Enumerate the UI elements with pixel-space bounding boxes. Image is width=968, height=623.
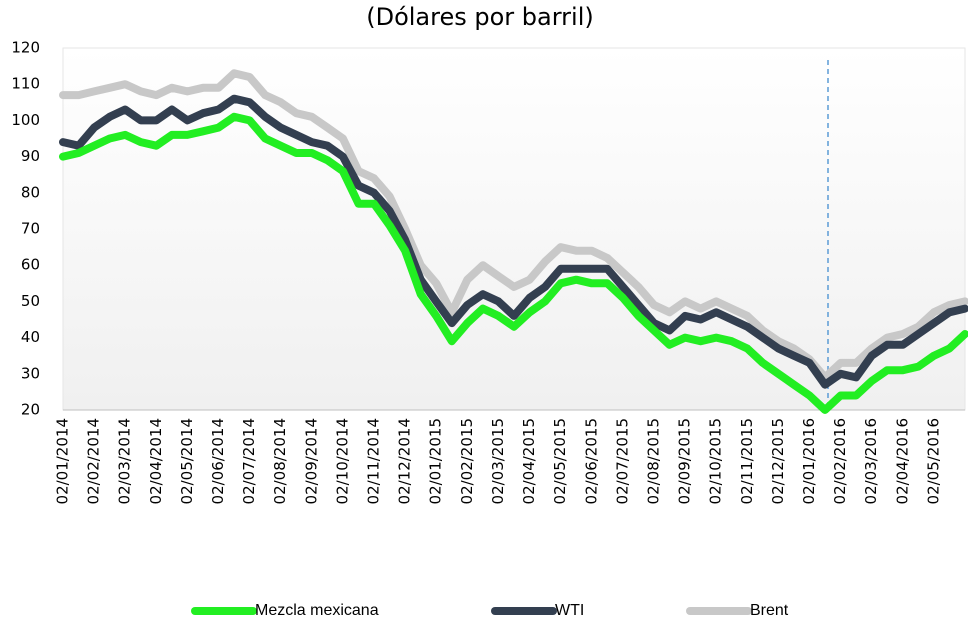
series-line (59, 112, 968, 414)
series-line (59, 94, 968, 389)
y-tick-label: 80 (21, 183, 40, 201)
y-tick-label: 20 (21, 401, 40, 419)
x-tick-label: 02/03/2015 (489, 418, 507, 504)
x-tick-label: 02/07/2014 (240, 418, 258, 504)
x-tick-label: 02/06/2015 (582, 418, 600, 504)
y-tick-label: 110 (11, 75, 40, 93)
chart-title: (Dólares por barril) (366, 3, 594, 31)
x-tick-label: 02/05/2014 (178, 418, 196, 504)
x-tick-label: 02/02/2014 (85, 418, 103, 504)
x-tick-label: 02/06/2014 (209, 418, 227, 504)
x-tick-label: 02/01/2016 (800, 418, 818, 504)
y-tick-label: 70 (21, 220, 40, 238)
y-tick-label: 90 (21, 147, 40, 165)
x-tick-label: 02/01/2015 (427, 418, 445, 504)
x-tick-label: 02/08/2014 (271, 418, 289, 504)
x-tick-label: 02/03/2014 (116, 418, 134, 504)
plot-area (62, 47, 966, 411)
legend-label: WTI (555, 602, 584, 619)
y-tick-label: 50 (21, 292, 40, 310)
x-tick-label: 02/07/2015 (613, 418, 631, 504)
x-tick-label: 02/08/2015 (644, 418, 662, 504)
y-tick-label: 60 (21, 256, 40, 274)
x-tick-label: 02/04/2016 (893, 418, 911, 504)
x-tick-label: 02/10/2014 (333, 418, 351, 504)
legend: Mezcla mexicana WTI Brent (191, 602, 789, 619)
x-tick-label: 02/05/2015 (551, 418, 569, 504)
x-tick-label: 02/02/2015 (458, 418, 476, 504)
x-tick-label: 02/03/2016 (862, 418, 880, 504)
y-tick-label: 120 (11, 39, 40, 57)
x-tick-label: 02/05/2016 (924, 418, 942, 504)
x-tick-label: 02/09/2015 (676, 418, 694, 504)
legend-label: Brent (750, 602, 789, 619)
legend-label: Mezcla mexicana (255, 602, 379, 619)
y-tick-label: 40 (21, 328, 40, 346)
x-tick-label: 02/11/2015 (738, 418, 756, 504)
x-tick-label: 02/10/2015 (707, 418, 725, 504)
x-tick-label: 02/12/2015 (769, 418, 787, 504)
x-tick-label: 02/02/2016 (831, 418, 849, 504)
x-tick-label: 02/04/2014 (147, 418, 165, 504)
x-tick-label: 02/11/2014 (365, 418, 383, 504)
x-tick-label: 02/01/2014 (54, 418, 72, 504)
y-tick-label: 100 (11, 111, 40, 129)
y-tick-label: 30 (21, 364, 40, 382)
x-tick-label: 02/04/2015 (520, 418, 538, 504)
x-tick-label: 02/09/2014 (302, 418, 320, 504)
x-tick-label: 02/12/2014 (396, 418, 414, 504)
